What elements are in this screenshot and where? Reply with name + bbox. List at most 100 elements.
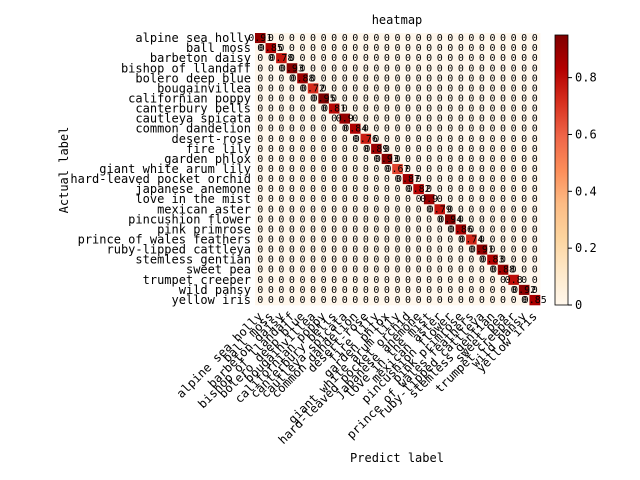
heatmap-cell [402,234,414,245]
cell-label: 0 [278,154,284,165]
cell-label: 0 [489,184,495,195]
heatmap-cell [286,214,298,225]
cell-label: 0 [468,224,474,235]
heatmap-cell [423,254,435,266]
heatmap-cell [381,214,393,225]
heatmap-cell [255,43,266,54]
cell-label: 0 [384,73,390,84]
cell-label: 0 [363,184,369,195]
heatmap-cell [413,83,425,94]
heatmap-cell [381,234,393,245]
cell-label: 0 [321,114,327,125]
cell-label: 0 [268,53,274,64]
heatmap-cell [508,174,520,185]
cell-label: 0 [268,224,274,235]
cell-label: 0 [373,124,379,135]
cell-label: 0 [394,275,400,286]
heatmap-cell [350,264,361,276]
cell-label: 0 [521,245,527,256]
heatmap-cell [487,254,499,266]
cell-label: 0 [468,144,474,155]
heatmap-cell [350,103,361,114]
heatmap-cell [371,63,382,74]
heatmap-cell [445,133,456,145]
heatmap-cell [339,214,351,225]
y-tick-label: ball moss [186,41,251,55]
cell-label: 0 [405,204,411,215]
cell-label: 0 [394,255,400,266]
heatmap-cell [466,294,477,306]
heatmap-cell [423,53,435,64]
cell-label: 0 [352,134,358,145]
heatmap-cell [307,264,319,276]
heatmap-cell [392,113,404,124]
cell-label: 0 [394,104,400,115]
cell-label: 0 [363,164,369,175]
heatmap-cell [402,33,414,44]
heatmap-cell [328,33,340,44]
cell-label: 0 [310,63,316,74]
heatmap-cell [350,274,361,286]
cell-label: 0 [331,174,337,185]
cell-label: 0 [394,204,400,215]
heatmap-cell [392,103,404,114]
heatmap-cell [392,234,404,245]
heatmap-cell [402,264,414,276]
cell-label: 0 [405,245,411,256]
heatmap-cell [328,123,340,135]
heatmap-cell [381,123,393,135]
cell-label: 0 [321,154,327,165]
colorbar-tick-label: 0.4 [575,184,597,198]
cell-label: 0 [458,295,464,306]
cell-label: 0 [352,235,358,246]
cell-label: 0 [373,204,379,215]
heatmap-cell [476,163,488,175]
heatmap-cell [434,83,446,94]
heatmap-cell [487,93,499,104]
heatmap-cell [276,184,287,195]
cell-label: 0 [342,265,348,276]
heatmap-cell [286,93,298,104]
heatmap-cell [297,184,309,195]
heatmap-cell [402,204,414,215]
heatmap-cell [307,254,319,266]
cell-label: 0 [405,255,411,266]
heatmap-cell [371,214,382,225]
heatmap-cell [381,174,393,185]
cell-label: 0 [299,194,305,205]
cell-label: 0 [384,265,390,276]
cell-label: 0 [426,235,432,246]
cell-label: 0 [278,134,284,145]
cell-label: 0 [416,134,422,145]
heatmap-cell [423,143,435,155]
cell-label: 0 [479,214,485,225]
cell-label: 0 [458,114,464,125]
cell-label: 0 [500,144,506,155]
cell-label: 0 [257,174,263,185]
cell-label: 0 [342,43,348,54]
heatmap-cell [265,73,277,84]
heatmap-cell [413,93,425,104]
cell-label: 0 [299,184,305,195]
heatmap-cell [297,194,309,205]
y-tick-label: giant white arum lily [99,162,251,176]
heatmap-cell [529,234,541,245]
cell-label: 0 [437,93,443,104]
cell-label: 0 [437,164,443,175]
cell-label: 0 [289,255,295,266]
heatmap-cell [413,254,425,266]
cell-label: 0 [447,93,453,104]
heatmap-cell [529,143,541,155]
cell-label: 0 [299,245,305,256]
cell-label: 0 [437,224,443,235]
cell-label: 0 [479,144,485,155]
cell-label: 0 [489,33,495,44]
cell-label: 0 [373,63,379,74]
heatmap-cell [318,153,330,165]
heatmap-cell [466,214,477,225]
heatmap-cell [529,163,541,175]
cell-label: 0 [278,194,284,205]
heatmap-cell [402,43,414,54]
cell-label: 0 [310,33,316,44]
heatmap-cell [255,234,266,245]
